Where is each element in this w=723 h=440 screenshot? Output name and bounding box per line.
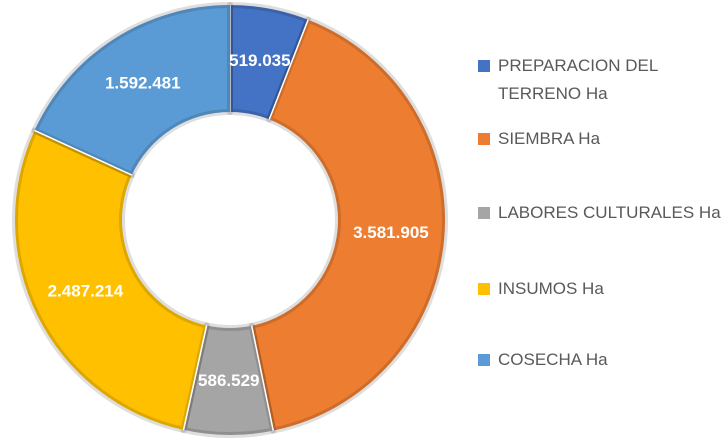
legend-label: COSECHA Ha bbox=[498, 350, 608, 369]
legend-label: SIEMBRA Ha bbox=[498, 129, 601, 148]
legend-swatch bbox=[478, 207, 490, 219]
legend-swatch bbox=[478, 283, 490, 295]
legend-label: LABORES CULTURALES Ha bbox=[498, 203, 721, 222]
legend-swatch bbox=[478, 60, 490, 72]
chart: 519.035 3.581.905 586.529 2.487.214 1.592.48… bbox=[12, 2, 448, 438]
data-label: 3.581.905 bbox=[353, 223, 429, 242]
donut-segment bbox=[12, 127, 210, 433]
legend-label: INSUMOS Ha bbox=[498, 279, 604, 298]
legend-swatch bbox=[478, 354, 490, 366]
donut-segment bbox=[31, 2, 233, 179]
legend-item: PREPARACION DEL TERRENO Ha bbox=[478, 52, 723, 108]
legend-item: COSECHA Ha bbox=[478, 346, 723, 374]
legend-item: SIEMBRA Ha bbox=[478, 125, 723, 153]
data-label: 1.592.481 bbox=[105, 74, 181, 93]
data-label: 2.487.214 bbox=[48, 281, 124, 300]
legend-item: LABORES CULTURALES Ha bbox=[478, 199, 723, 227]
segment-edge bbox=[250, 325, 274, 431]
segment-edge bbox=[182, 325, 208, 431]
legend-item: INSUMOS Ha bbox=[478, 275, 723, 303]
data-label: 586.529 bbox=[198, 371, 259, 390]
segment-edge bbox=[34, 129, 133, 176]
donut-segment bbox=[248, 16, 448, 434]
legend-label: PREPARACION DEL TERRENO Ha bbox=[498, 56, 658, 103]
segment-edge bbox=[268, 19, 309, 120]
legend-swatch bbox=[478, 133, 490, 145]
donut-segment bbox=[227, 2, 312, 123]
data-label: 519.035 bbox=[229, 51, 290, 70]
